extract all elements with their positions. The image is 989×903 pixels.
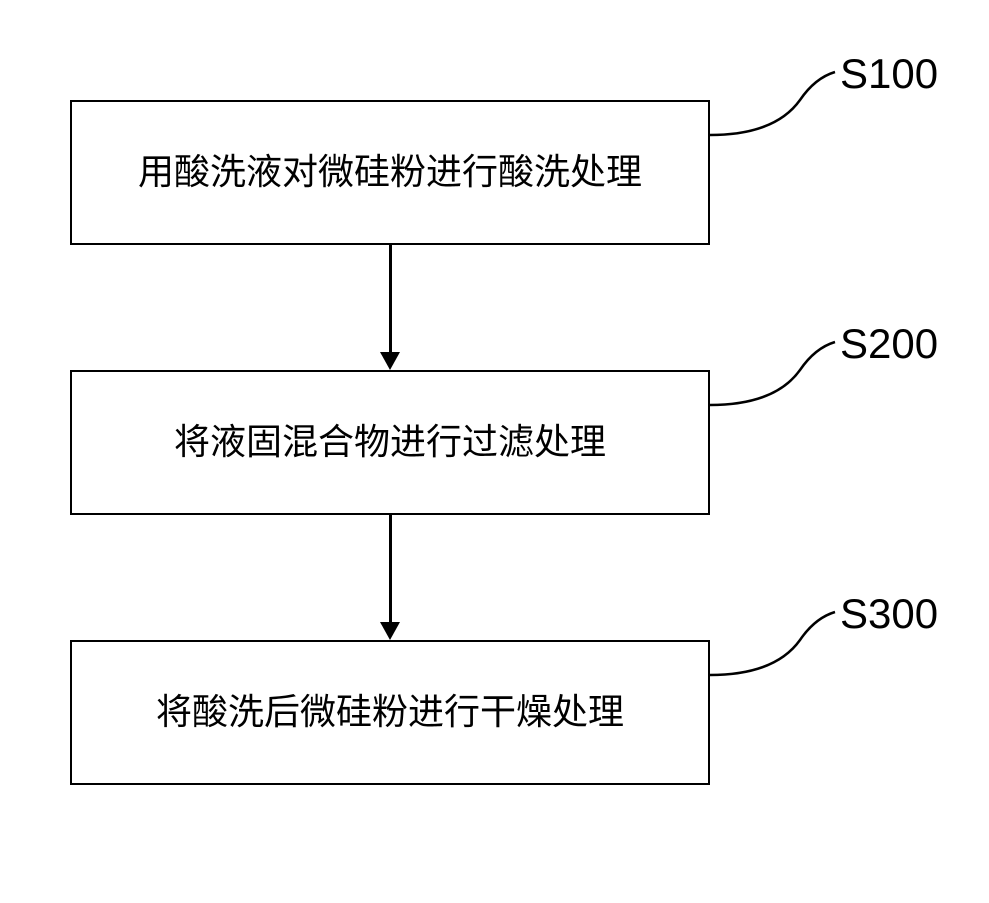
step-text-s100: 用酸洗液对微硅粉进行酸洗处理: [118, 147, 662, 197]
arrow-head-1: [380, 352, 400, 370]
connector-curve-s100: [710, 60, 840, 140]
arrow-line-1: [389, 245, 392, 352]
step-box-s200: 将液固混合物进行过滤处理: [70, 370, 710, 515]
arrow-line-2: [389, 515, 392, 622]
step-label-s200: S200: [840, 320, 938, 368]
step-box-s100: 用酸洗液对微硅粉进行酸洗处理: [70, 100, 710, 245]
connector-curve-s300: [710, 600, 840, 680]
step-box-s300: 将酸洗后微硅粉进行干燥处理: [70, 640, 710, 785]
step-label-s100: S100: [840, 50, 938, 98]
step-text-s200: 将液固混合物进行过滤处理: [154, 417, 626, 467]
arrow-head-2: [380, 622, 400, 640]
step-text-s300: 将酸洗后微硅粉进行干燥处理: [136, 687, 644, 737]
flowchart-container: 用酸洗液对微硅粉进行酸洗处理 S100 将液固混合物进行过滤处理 S200 将酸…: [50, 50, 950, 850]
connector-curve-s200: [710, 330, 840, 410]
step-label-s300: S300: [840, 590, 938, 638]
